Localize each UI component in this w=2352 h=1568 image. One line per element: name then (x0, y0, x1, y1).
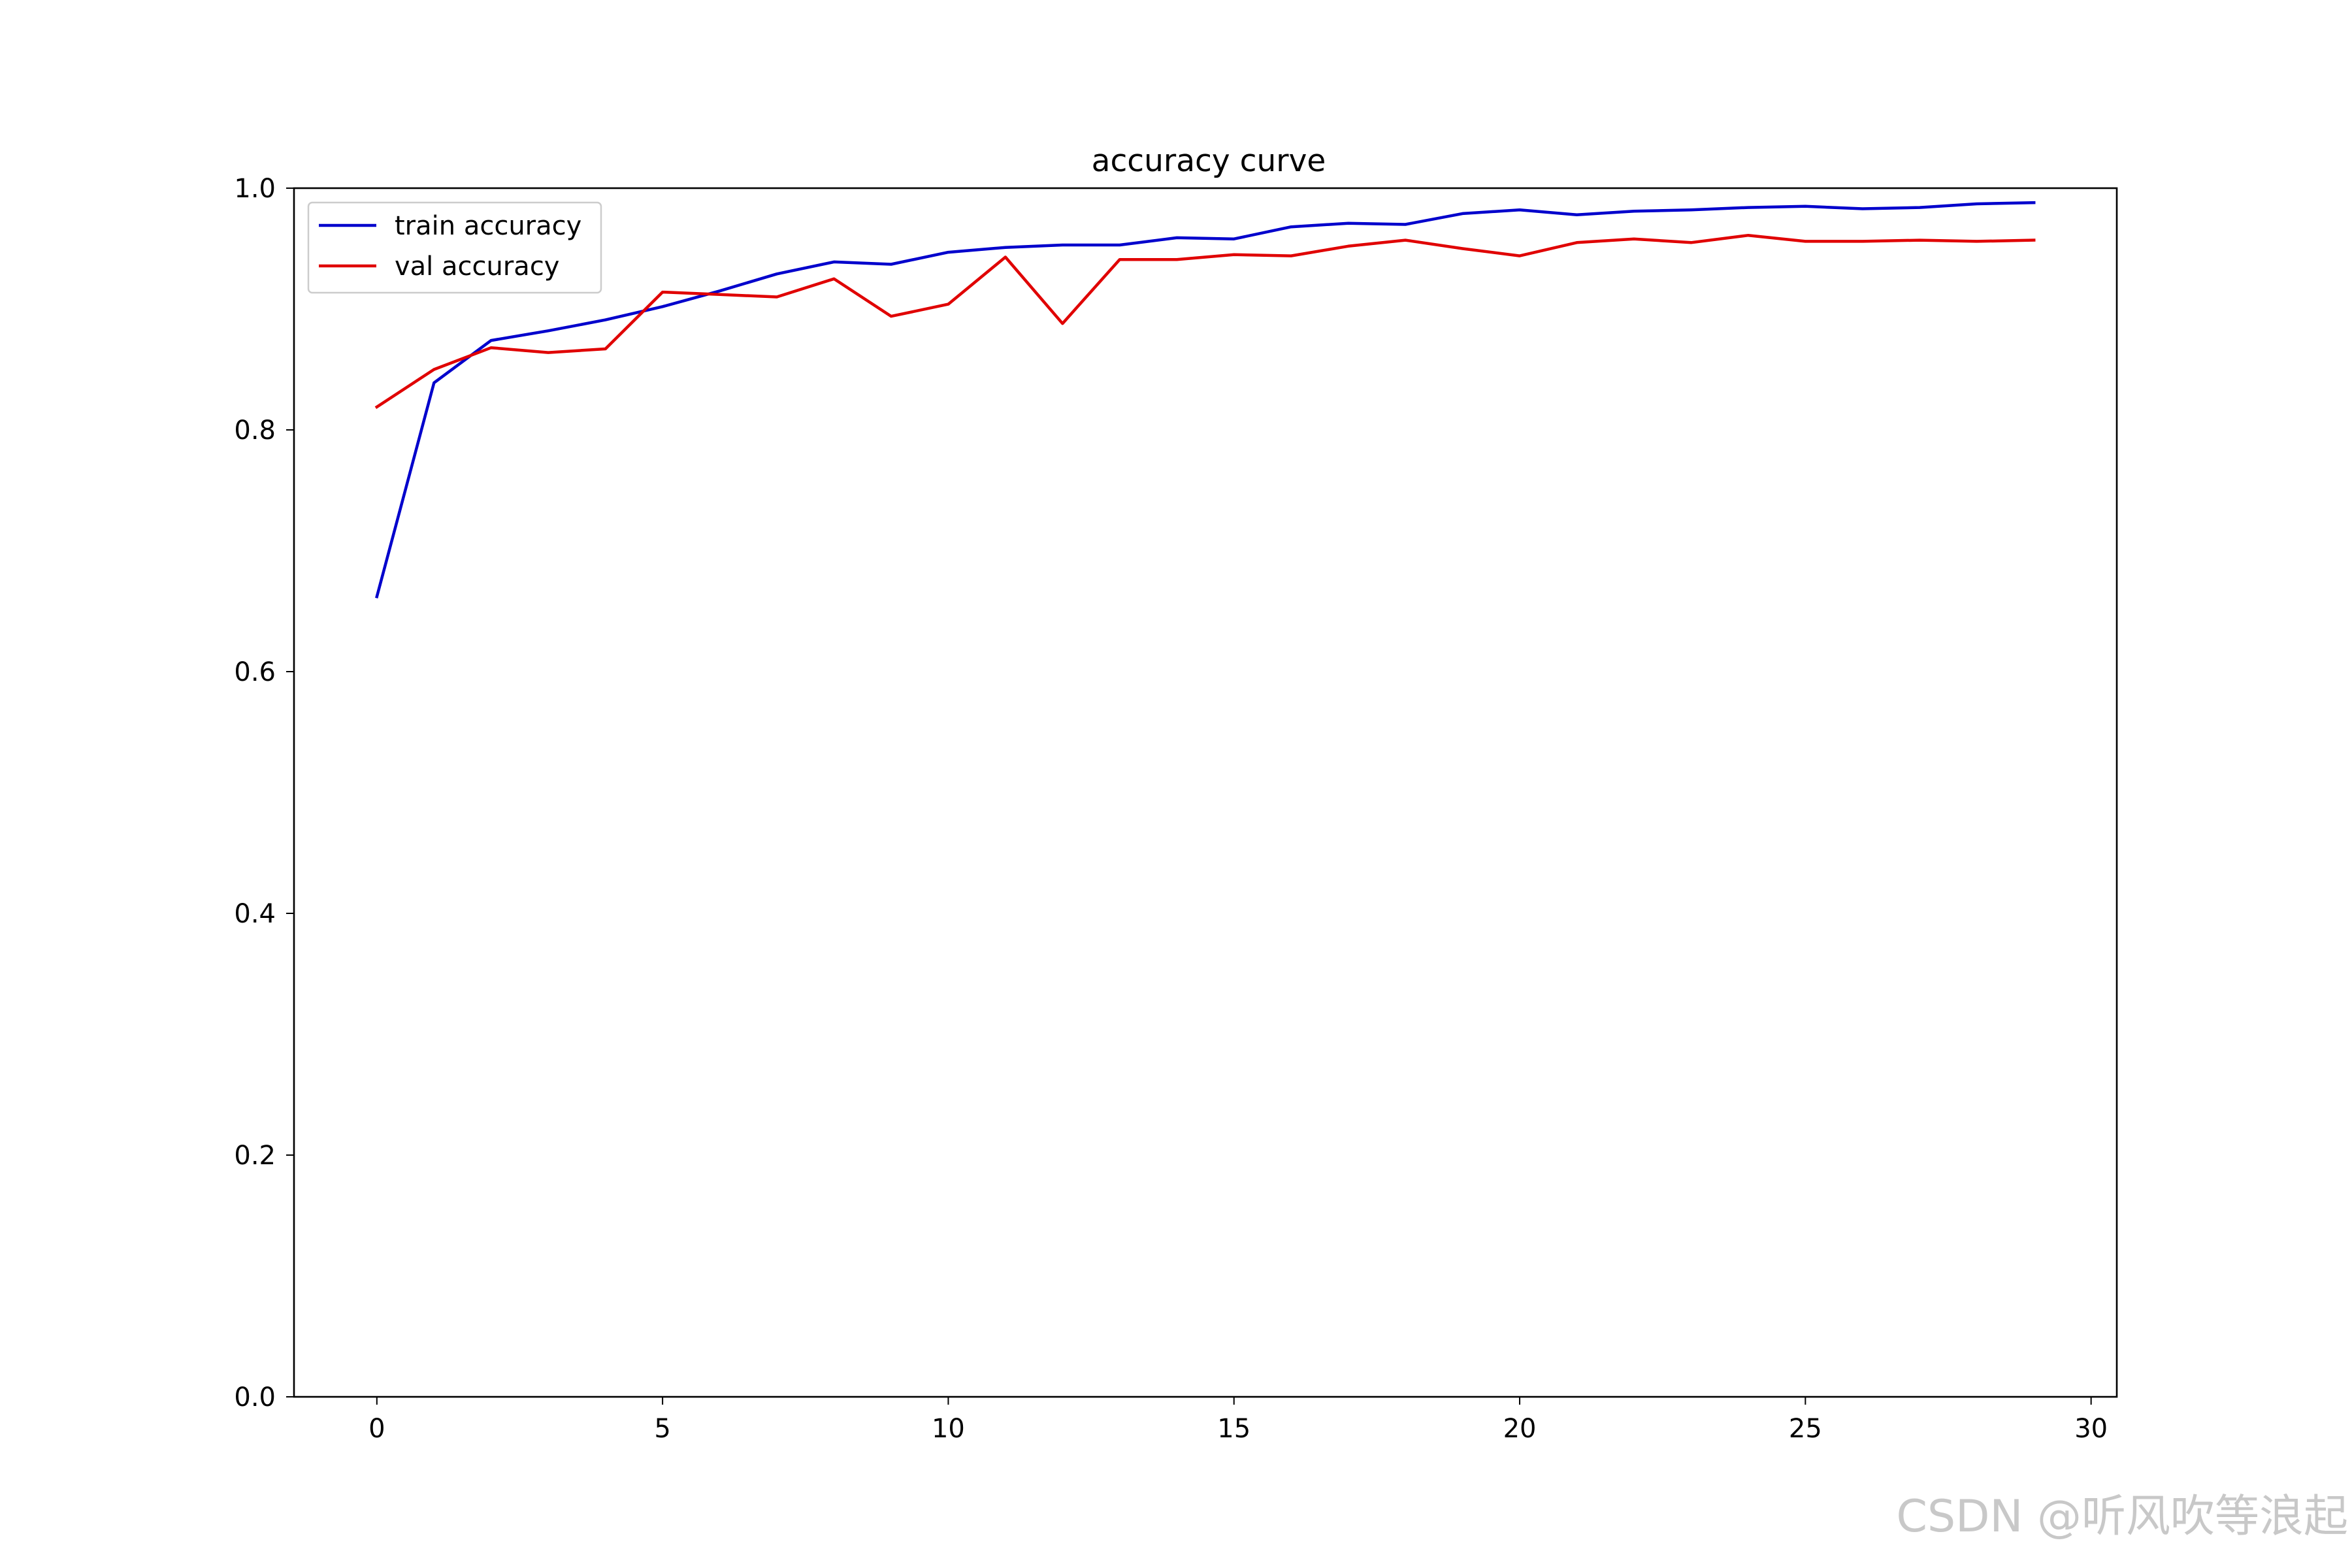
y-tick-label: 0.0 (234, 1382, 276, 1413)
x-axis: 0 5 10 15 20 25 30 (368, 1397, 2108, 1444)
y-tick-label: 0.2 (234, 1141, 276, 1171)
legend: train accuracy val accuracy (307, 201, 602, 294)
x-tick-label: 15 (1217, 1414, 1250, 1444)
x-tick-label: 0 (368, 1414, 385, 1444)
x-tick-label: 25 (1789, 1414, 1822, 1444)
chart-title: accuracy curve (1092, 143, 1326, 179)
x-tick-label: 10 (932, 1414, 965, 1444)
y-tick-label: 0.8 (234, 416, 276, 446)
legend-box (307, 201, 602, 294)
legend-label-0: train accuracy (395, 211, 581, 241)
series-line-1 (374, 233, 2036, 410)
series-line-0 (375, 201, 2036, 599)
legend-label-1: val accuracy (395, 252, 559, 282)
watermark: CSDN @听风吹等浪起 (1896, 1491, 2349, 1543)
x-tick-label: 30 (2074, 1414, 2108, 1444)
y-tick-label: 0.6 (234, 657, 276, 687)
y-tick-label: 1.0 (234, 174, 276, 204)
series-layer (374, 201, 2036, 599)
x-tick-label: 5 (654, 1414, 670, 1444)
y-axis: 0.0 0.2 0.4 0.6 0.8 1.0 (234, 174, 294, 1413)
y-tick-label: 0.4 (234, 899, 276, 929)
plot-frame (293, 187, 2118, 1398)
x-tick-label: 20 (1503, 1414, 1537, 1444)
